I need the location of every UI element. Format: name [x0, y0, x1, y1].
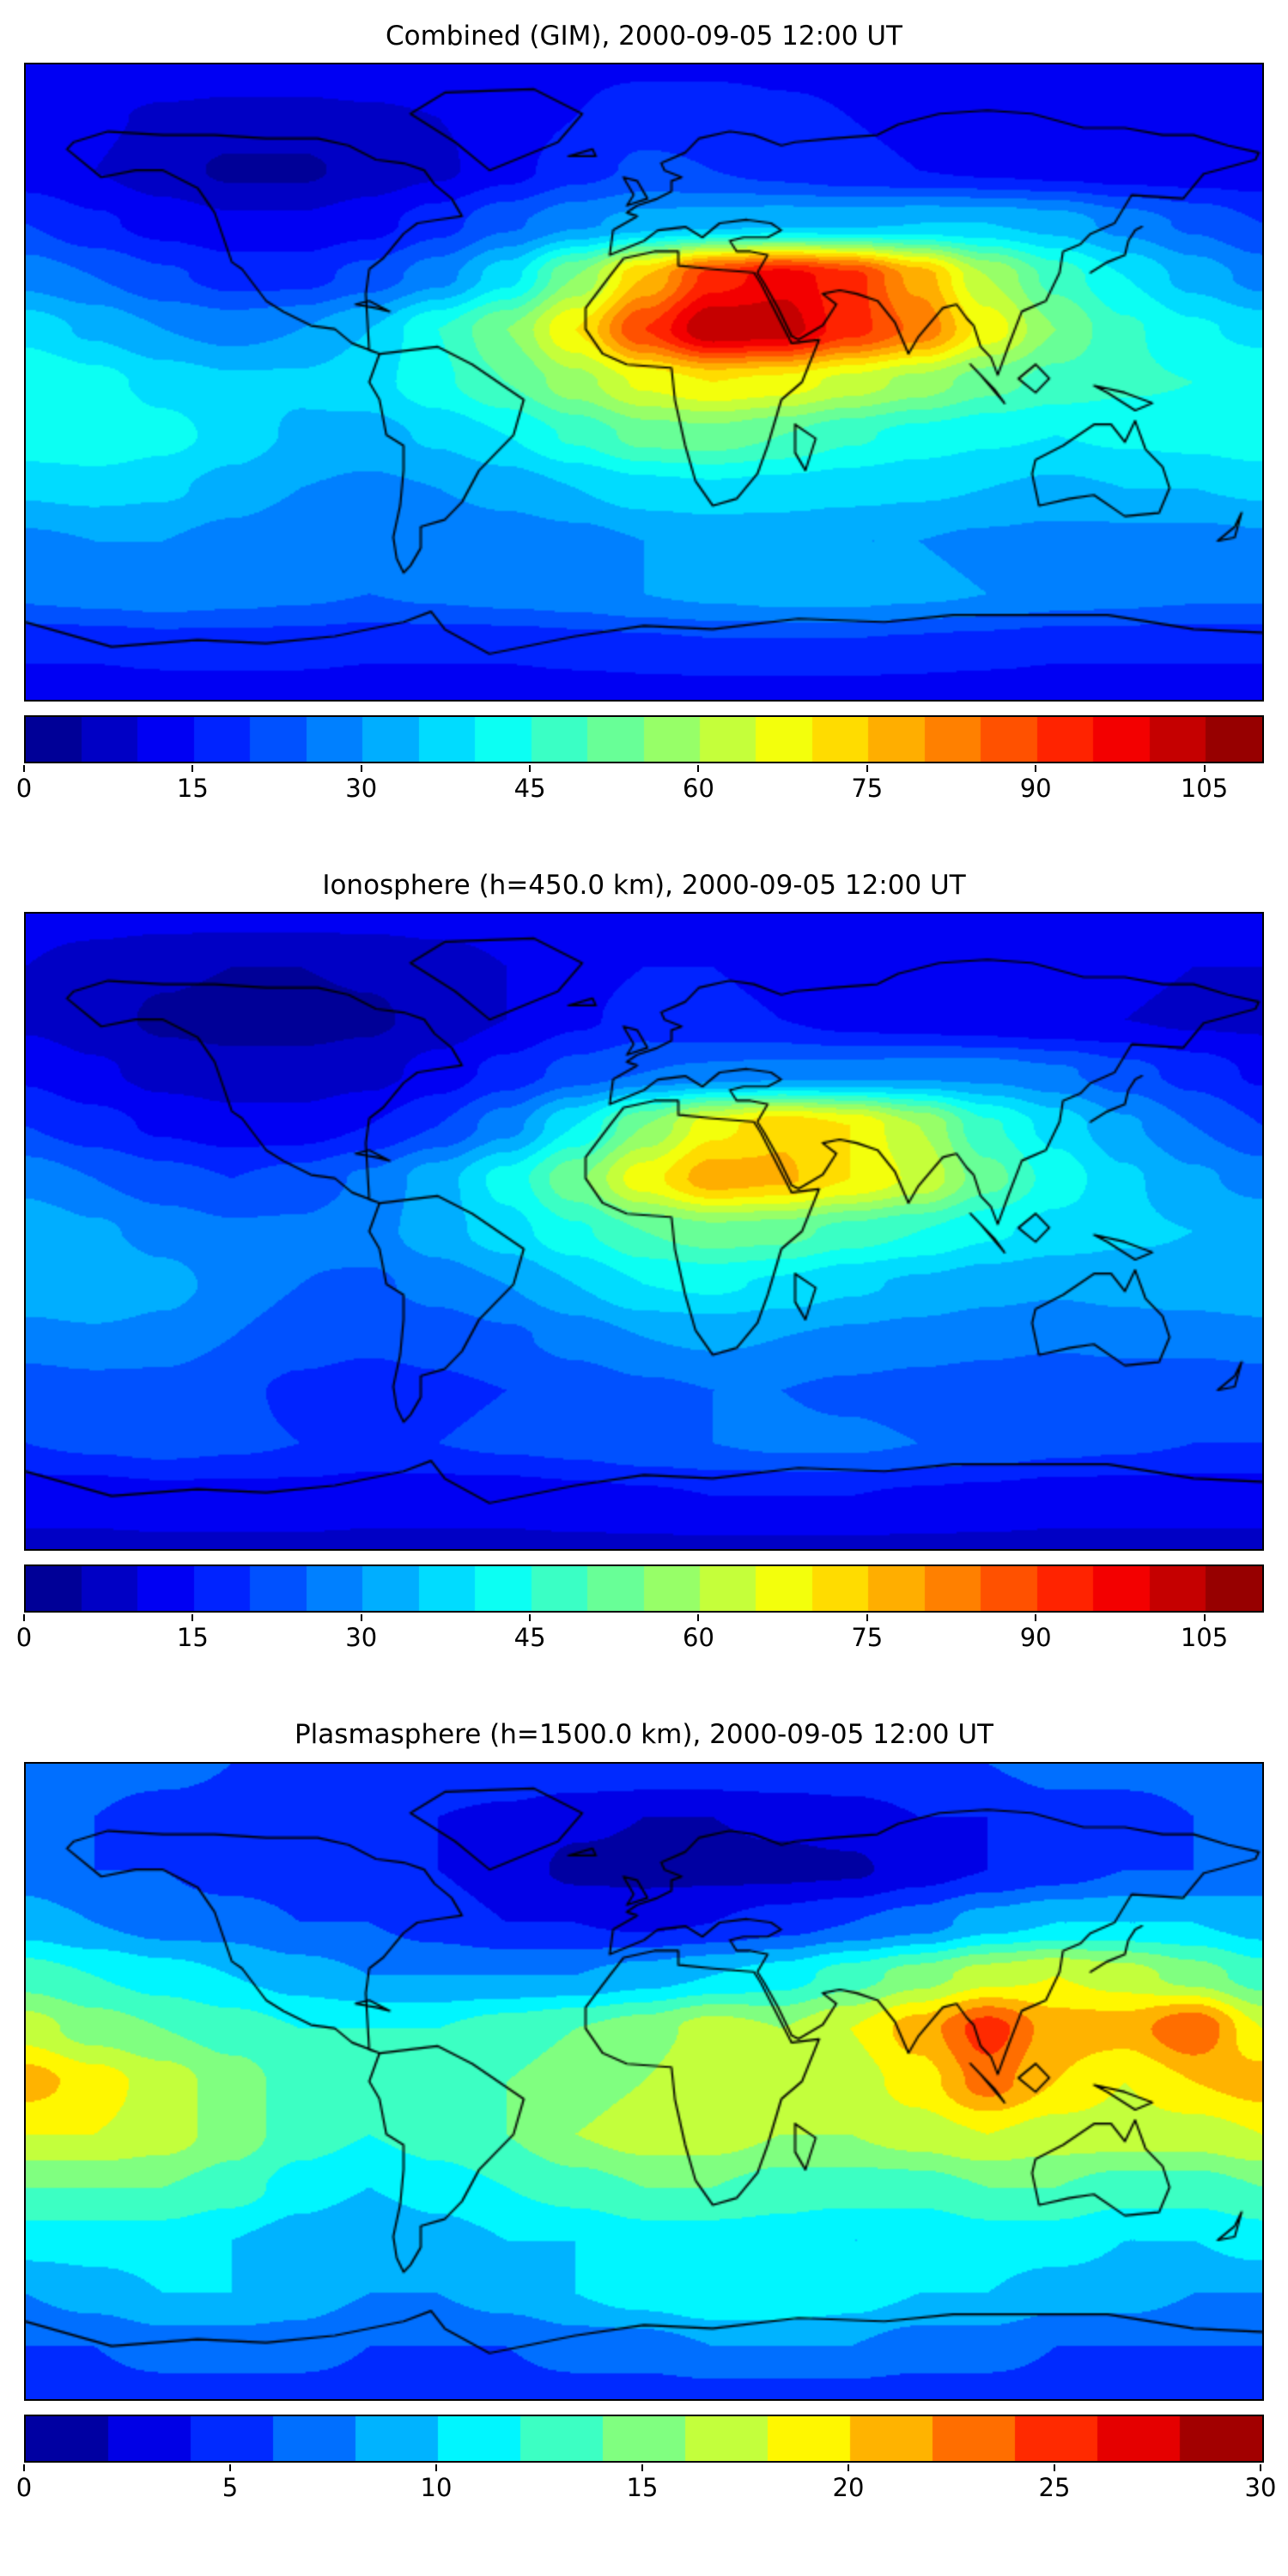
colorbar-ticks-plasmasphere: 0 5 10 15 20 25 30: [16, 2464, 1276, 2504]
colorbar-tick-mark: [848, 2464, 849, 2471]
colorbar-tick-label: 105: [1180, 774, 1229, 804]
colorbar-tick-label: 105: [1180, 1623, 1229, 1653]
colorbar-tick-mark: [1054, 2464, 1055, 2471]
colorbar-tick-mark: [529, 1614, 532, 1622]
panel-combined-gim: Combined (GIM), 2000-09-05 12:00 UT 0 15 3…: [16, 21, 1264, 805]
colorbar-ionosphere: [26, 1566, 1262, 1612]
map-frame-combined: [24, 63, 1264, 702]
colorbar-tick-label: 15: [176, 1623, 209, 1653]
colorbar-tick-label: 20: [832, 2472, 865, 2502]
colorbar-tick-label: 90: [1019, 774, 1052, 804]
colorbar-tick-label: 15: [176, 774, 209, 804]
colorbar-ticks-combined: 0 15 30 45 60 75 90 105: [16, 765, 1261, 805]
colorbar-tick-mark: [229, 2464, 231, 2471]
colorbar-tick-label: 30: [345, 1623, 378, 1653]
colorbar-tick-mark: [191, 1614, 194, 1622]
colorbar-tick-label: 75: [851, 1623, 884, 1653]
colorbar-tick-label: 0: [15, 1623, 33, 1653]
colorbar-tick-mark: [360, 765, 362, 773]
map-frame-plasmasphere: [24, 1761, 1264, 2401]
colorbar-tick-mark: [529, 765, 532, 773]
colorbar-tick-mark: [191, 765, 194, 773]
map-frame-ionosphere: [24, 912, 1264, 1552]
colorbar-tick-label: 75: [851, 774, 884, 804]
colorbar-tick-mark: [866, 765, 868, 773]
colorbar-tick-mark: [435, 2464, 437, 2471]
colorbar-tick-label: 0: [15, 774, 33, 804]
colorbar-tick-mark: [697, 1614, 700, 1622]
colorbar-plasmasphere: [26, 2415, 1262, 2461]
panel-title-plasmasphere: Plasmasphere (h=1500.0 km), 2000-09-05 1…: [294, 1719, 993, 1751]
panel-title-combined: Combined (GIM), 2000-09-05 12:00 UT: [386, 21, 902, 52]
colorbar-frame-ionosphere: [24, 1564, 1264, 1613]
map-canvas-ionosphere: [26, 914, 1262, 1550]
map-canvas-plasmasphere: [26, 1763, 1262, 2399]
colorbar-tick-label: 45: [513, 1623, 546, 1653]
colorbar-tick-mark: [1203, 1614, 1206, 1622]
map-canvas-combined: [26, 64, 1262, 701]
colorbar-tick-label: 25: [1038, 2472, 1071, 2502]
panel-plasmasphere: Plasmasphere (h=1500.0 km), 2000-09-05 1…: [16, 1719, 1277, 2504]
colorbar-tick-label: 60: [683, 1623, 714, 1653]
colorbar-tick-mark: [697, 765, 700, 773]
colorbar-tick-mark: [866, 1614, 868, 1622]
colorbar-tick-label: 30: [1244, 2472, 1277, 2502]
colorbar-tick-label: 45: [513, 774, 546, 804]
colorbar-tick-mark: [1203, 765, 1206, 773]
colorbar-tick-label: 60: [683, 774, 714, 804]
figure: Combined (GIM), 2000-09-05 12:00 UT 0 15 3…: [16, 21, 1277, 2504]
panel-title-ionosphere: Ionosphere (h=450.0 km), 2000-09-05 12:0…: [322, 870, 966, 902]
colorbar-tick-mark: [1260, 2464, 1261, 2471]
colorbar-frame-combined: [24, 715, 1264, 764]
colorbar-tick-label: 5: [222, 2472, 239, 2502]
colorbar-tick-mark: [360, 1614, 362, 1622]
colorbar-tick-mark: [641, 2464, 643, 2471]
colorbar-tick-label: 30: [345, 774, 378, 804]
colorbar-tick-mark: [23, 765, 25, 773]
colorbar-tick-mark: [23, 2464, 25, 2471]
colorbar-tick-mark: [1035, 1614, 1037, 1622]
colorbar-combined: [26, 717, 1262, 762]
colorbar-ticks-ionosphere: 0 15 30 45 60 75 90 105: [16, 1614, 1261, 1654]
colorbar-frame-plasmasphere: [24, 2414, 1264, 2463]
colorbar-tick-label: 0: [15, 2472, 33, 2502]
colorbar-tick-mark: [23, 1614, 25, 1622]
colorbar-tick-label: 90: [1019, 1623, 1052, 1653]
panel-ionosphere: Ionosphere (h=450.0 km), 2000-09-05 12:0…: [16, 870, 1264, 1654]
colorbar-tick-mark: [1035, 765, 1037, 773]
colorbar-tick-label: 10: [420, 2472, 453, 2502]
colorbar-tick-label: 15: [626, 2472, 659, 2502]
